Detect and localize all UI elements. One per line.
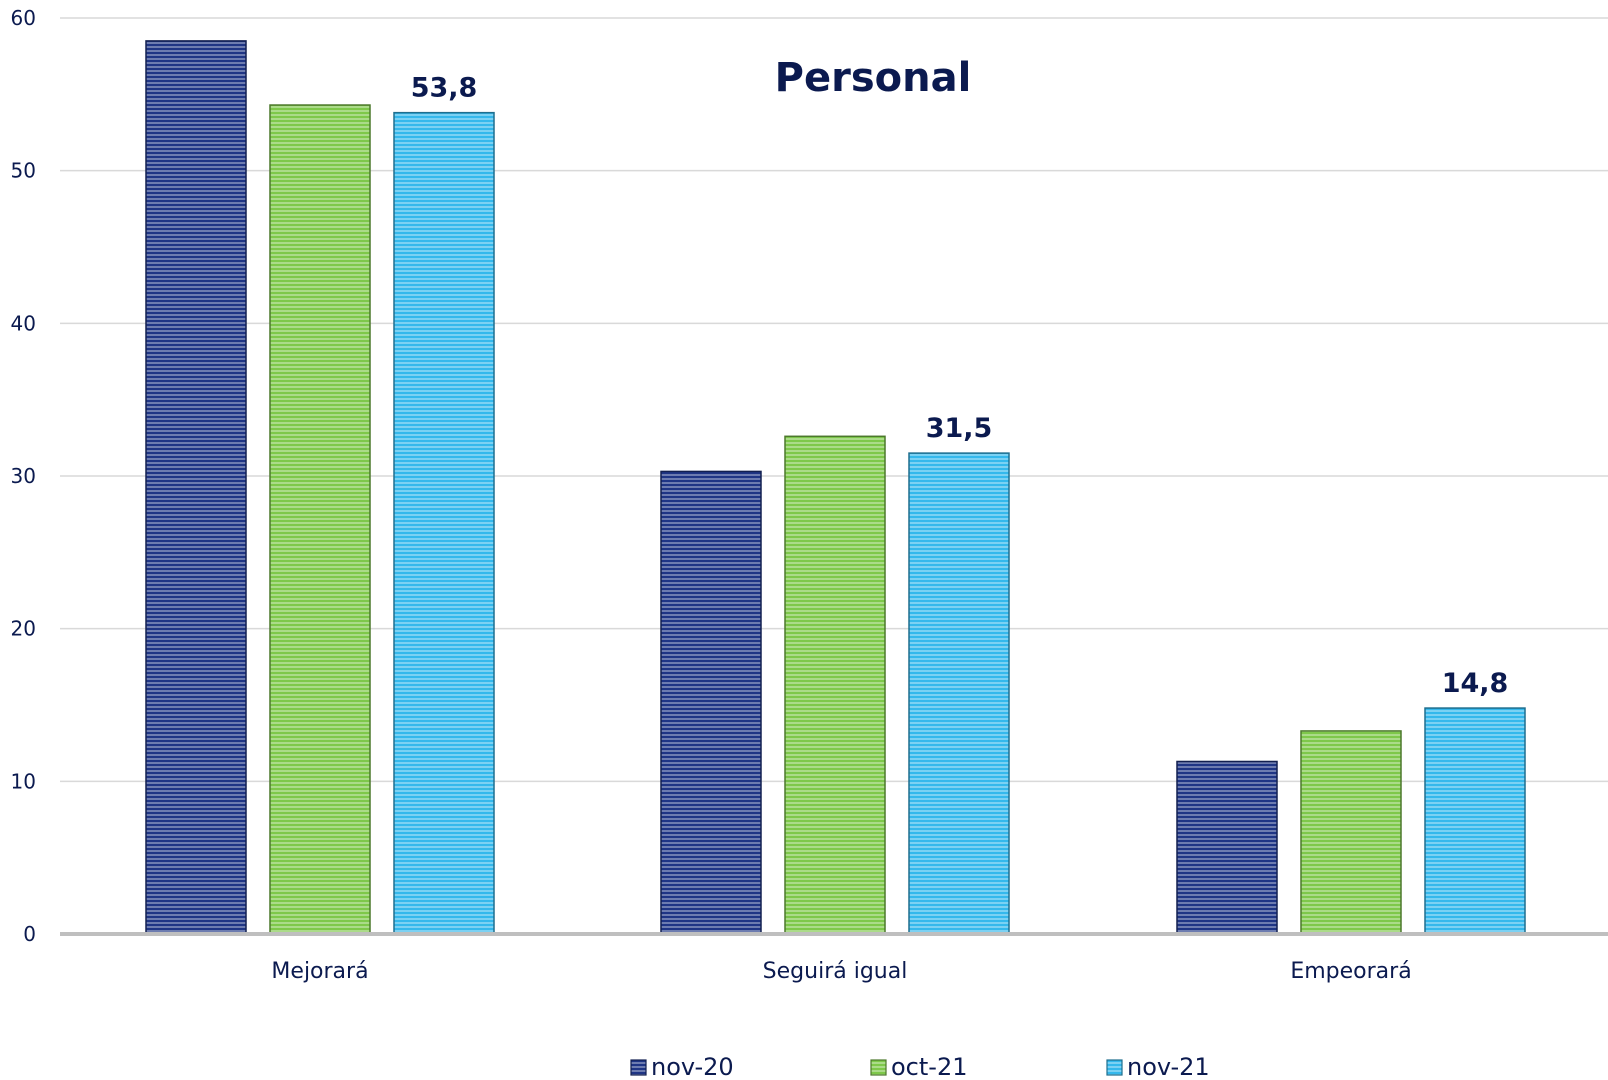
legend: nov-20 oct-21 nov-21 xyxy=(630,1053,1210,1080)
data-labels: 53,8 31,5 14,8 xyxy=(411,73,1509,699)
bar-oct-21-2 xyxy=(1300,730,1402,935)
bar-oct-21-0 xyxy=(269,104,371,935)
bar-nov-20-2 xyxy=(1176,760,1278,935)
legend-swatch-oct-21 xyxy=(870,1059,887,1076)
category-label-1: Seguirá igual xyxy=(763,959,908,984)
bar-nov-21-2 xyxy=(1424,707,1526,935)
legend-item-nov-21: nov-21 xyxy=(1106,1053,1210,1080)
data-label-nov-21-0: 53,8 xyxy=(411,73,478,104)
bar-nov-20-1 xyxy=(660,470,762,935)
legend-swatch-nov-21 xyxy=(1106,1059,1123,1076)
y-tick-label-10: 10 xyxy=(11,769,36,793)
y-tick-label-20: 20 xyxy=(11,617,36,641)
y-tick-label-50: 50 xyxy=(11,159,36,183)
chart-title: Personal xyxy=(775,55,972,101)
y-axis-tick-labels: 0 10 20 30 40 50 60 xyxy=(11,6,36,946)
legend-label-oct-21: oct-21 xyxy=(891,1053,968,1080)
category-label-2: Empeorará xyxy=(1290,959,1411,984)
category-label-0: Mejorará xyxy=(271,959,368,984)
bars xyxy=(145,40,1526,935)
legend-label-nov-20: nov-20 xyxy=(651,1053,734,1080)
bar-nov-21-0 xyxy=(393,111,495,935)
category-labels: Mejorará Seguirá igual Empeorará xyxy=(271,959,1411,984)
data-label-nov-21-1: 31,5 xyxy=(926,413,993,444)
y-tick-label-40: 40 xyxy=(11,311,36,335)
y-tick-label-60: 60 xyxy=(11,6,36,30)
bar-nov-20-0 xyxy=(145,40,247,935)
legend-swatch-nov-20 xyxy=(630,1059,647,1076)
legend-label-nov-21: nov-21 xyxy=(1127,1053,1210,1080)
bar-nov-21-1 xyxy=(908,452,1010,935)
y-tick-label-0: 0 xyxy=(23,922,36,946)
legend-item-oct-21: oct-21 xyxy=(870,1053,968,1080)
bar-oct-21-1 xyxy=(784,435,886,935)
legend-item-nov-20: nov-20 xyxy=(630,1053,734,1080)
data-label-nov-21-2: 14,8 xyxy=(1442,668,1509,699)
y-tick-label-30: 30 xyxy=(11,464,36,488)
